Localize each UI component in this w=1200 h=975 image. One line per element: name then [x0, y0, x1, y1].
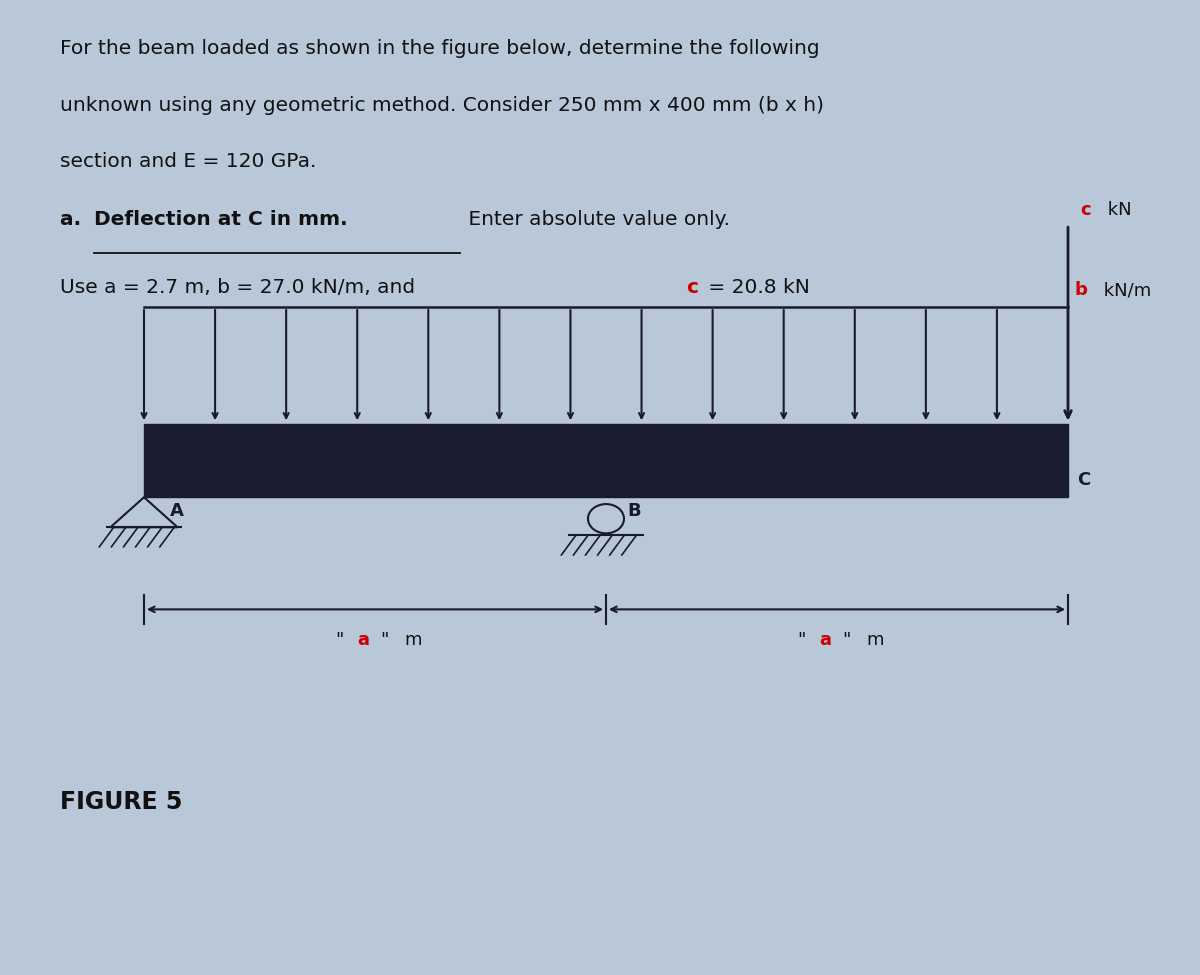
- Text: Deflection at C in mm.: Deflection at C in mm.: [94, 210, 347, 228]
- Text: Use a = 2.7 m, b = 27.0 kN/m, and: Use a = 2.7 m, b = 27.0 kN/m, and: [60, 278, 415, 296]
- Text: ": ": [335, 631, 343, 648]
- Text: m: m: [404, 631, 422, 648]
- Text: FIGURE 5: FIGURE 5: [60, 790, 182, 814]
- Text: c: c: [1080, 202, 1091, 219]
- Text: Enter absolute value only.: Enter absolute value only.: [462, 210, 730, 228]
- Text: c: c: [686, 278, 698, 296]
- Bar: [144, 424, 1068, 497]
- Text: section and E = 120 GPa.: section and E = 120 GPa.: [60, 152, 317, 171]
- Text: a: a: [358, 631, 370, 648]
- Text: = 20.8 kN: = 20.8 kN: [702, 278, 810, 296]
- Text: A: A: [170, 502, 185, 520]
- Text: a.: a.: [60, 210, 88, 228]
- Text: unknown using any geometric method. Consider 250 mm x 400 mm (b x h): unknown using any geometric method. Cons…: [60, 96, 824, 114]
- Text: ": ": [842, 631, 851, 648]
- Text: For the beam loaded as shown in the figure below, determine the following: For the beam loaded as shown in the figu…: [60, 39, 820, 58]
- Text: ": ": [380, 631, 389, 648]
- Text: C: C: [1078, 472, 1091, 489]
- Text: b: b: [1074, 282, 1087, 299]
- Text: m: m: [866, 631, 884, 648]
- Text: B: B: [628, 502, 641, 520]
- Text: kN/m: kN/m: [1098, 282, 1151, 299]
- Text: ": ": [797, 631, 805, 648]
- Text: a: a: [818, 631, 830, 648]
- Text: kN: kN: [1102, 202, 1132, 219]
